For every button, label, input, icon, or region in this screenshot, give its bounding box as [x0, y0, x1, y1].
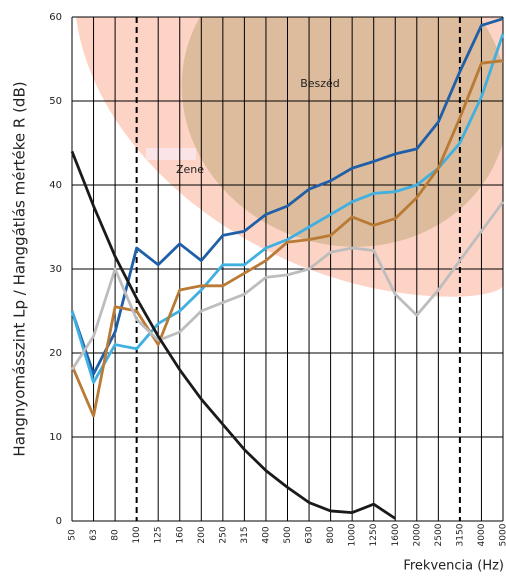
x-tick-label: 160: [175, 526, 185, 543]
annotation: Beszéd: [300, 77, 340, 90]
x-tick-label: 2000: [412, 523, 422, 546]
music-highlight: [146, 148, 196, 160]
y-tick-label: 50: [49, 96, 62, 107]
x-tick-label: 80: [111, 529, 121, 541]
annotation: Zene: [176, 163, 204, 176]
x-tick-label: 400: [261, 526, 271, 543]
y-tick-label: 20: [49, 348, 62, 359]
x-tick-label: 3150: [455, 523, 465, 546]
x-tick-label: 1600: [391, 523, 401, 546]
x-tick-label: 4000: [477, 523, 487, 546]
x-tick-label: 50: [68, 529, 78, 541]
x-tick-label: 315: [240, 526, 250, 543]
x-tick-label: 100: [132, 526, 142, 543]
x-tick-label: 2500: [434, 523, 444, 546]
series-line: [70, 59, 504, 418]
series-line: [70, 17, 504, 376]
x-tick-label: 250: [218, 526, 228, 543]
series-line: [70, 200, 505, 371]
regions: [76, 17, 503, 297]
y-tick-label: 10: [49, 432, 62, 443]
x-axis-label: Frekvencia (Hz): [403, 559, 504, 574]
x-tick-label: 5000: [499, 523, 506, 546]
x-tick-label: 1000: [348, 523, 358, 546]
y-axis-label: Hangnyomásszint Lp / Hanggátlás mértéke …: [11, 81, 29, 456]
y-tick-label: 0: [56, 516, 62, 527]
x-tick-label: 1250: [369, 523, 379, 546]
y-tick-label: 40: [49, 180, 62, 191]
x-tick-label: 800: [326, 526, 336, 543]
x-tick-label: 630: [305, 526, 315, 543]
x-tick-label: 125: [154, 526, 164, 543]
speech-region: [181, 17, 503, 247]
x-tick-label: 200: [197, 526, 207, 543]
series-line: [70, 33, 505, 384]
y-tick-label: 30: [49, 264, 62, 275]
x-tick-label: 63: [89, 529, 99, 540]
x-tick-label: 500: [283, 526, 293, 543]
y-tick-label: 60: [49, 12, 62, 23]
series-line: [70, 150, 397, 520]
